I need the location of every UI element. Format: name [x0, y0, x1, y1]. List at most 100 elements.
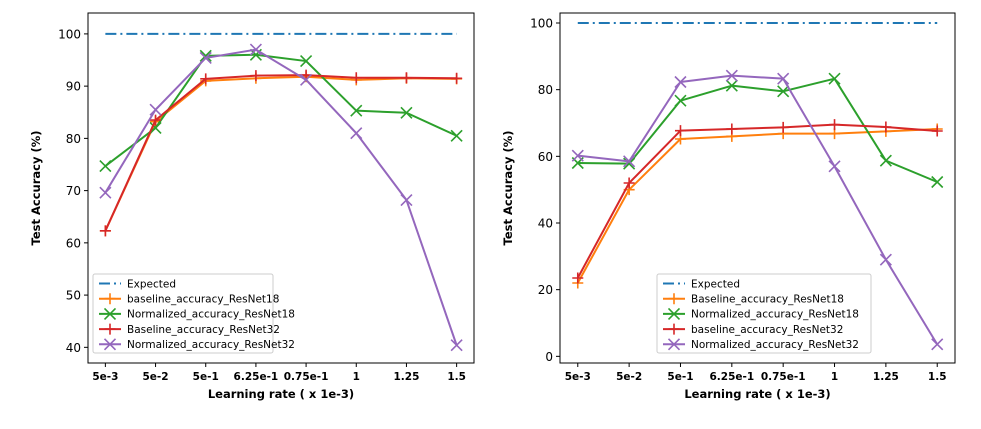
legend-label: Normalized_accuracy_ResNet18	[127, 309, 295, 321]
data-point	[350, 72, 362, 84]
series-line	[576, 123, 938, 279]
data-point	[674, 75, 687, 89]
legend-marker	[104, 323, 116, 335]
series-line	[577, 74, 939, 345]
data-point	[572, 272, 584, 284]
data-point	[674, 125, 686, 137]
y-tick-label: 80	[66, 132, 81, 146]
legend-marker	[103, 307, 117, 320]
series-line	[104, 53, 458, 167]
legend-label: baseline_accuracy_ResNet18	[127, 294, 279, 306]
data-point	[931, 125, 943, 137]
x-tick-label: 1.5	[928, 371, 947, 383]
y-axis-title: Test Accuracy (%)	[29, 131, 43, 246]
legend-label: Expected	[691, 278, 740, 290]
data-point	[777, 72, 790, 85]
series-line	[576, 128, 938, 284]
data-point	[777, 85, 790, 98]
data-point	[571, 149, 584, 162]
y-tick-label: 40	[538, 217, 553, 231]
data-point	[400, 193, 413, 207]
data-point	[99, 225, 111, 237]
data-point	[300, 73, 313, 86]
data-point	[726, 123, 738, 135]
plot-frame	[559, 12, 956, 364]
y-tick-label: 80	[538, 83, 553, 97]
legend-box	[92, 273, 274, 354]
legend-marker	[668, 293, 680, 305]
series-line	[104, 74, 457, 232]
y-tick-label: 60	[66, 236, 81, 250]
data-point	[99, 186, 112, 199]
x-tick-label: 1	[353, 371, 360, 383]
legend-label: Normalized_accuracy_ResNet32	[127, 339, 295, 351]
x-axis-title: Learning rate ( x 1e-3)	[208, 387, 354, 401]
plot-frame	[87, 12, 475, 364]
data-point	[879, 154, 892, 167]
legend-marker	[104, 293, 116, 305]
data-point	[199, 51, 212, 64]
legend: Expected baseline_accuracy_ResNet18 Normal…	[92, 273, 295, 354]
data-point	[725, 69, 738, 82]
data-point	[880, 121, 892, 133]
data-point	[400, 72, 412, 84]
x-tick-label: 1	[831, 371, 838, 383]
y-axis-title: Test Accuracy (%)	[501, 131, 515, 246]
legend-marker	[668, 323, 680, 335]
data-point	[879, 253, 892, 266]
y-tick-label: 70	[66, 184, 81, 198]
legend-label: Normalized_accuracy_ResNet32	[691, 339, 859, 351]
y-tick-label: 20	[538, 283, 553, 297]
legend-marker	[667, 338, 681, 351]
x-tick-label: 1.5	[447, 371, 466, 383]
legend-label: Baseline_accuracy_ResNet18	[691, 294, 844, 306]
data-point	[249, 43, 262, 56]
x-tick-label: 6.25e-1	[234, 371, 279, 383]
legend-label: baseline_accuracy_ResNet32	[691, 324, 843, 336]
data-point	[828, 160, 841, 173]
data-point	[350, 104, 363, 117]
legend-label: Expected	[127, 278, 176, 290]
data-point	[931, 175, 944, 189]
chart-1: 40 50 60 70 80 90 100 5e-3 5e-2 5e-1 6.25e-1 0.75e-…	[29, 12, 475, 401]
y-tick-label: 100	[58, 27, 81, 41]
series-normalized-accuracy-resnet18	[99, 48, 463, 173]
y-tick-label: 0	[545, 350, 553, 364]
y-tick-label: 40	[66, 341, 81, 355]
data-point	[149, 103, 162, 116]
x-tick-label: 5e-2	[616, 371, 642, 383]
data-point	[300, 54, 313, 68]
legend-box	[656, 273, 872, 354]
series-line	[577, 77, 938, 183]
data-point	[777, 121, 789, 133]
data-point	[623, 177, 635, 189]
data-point	[199, 49, 212, 62]
series-line	[104, 75, 457, 232]
data-point	[828, 72, 841, 85]
chart-2: 0 20 40 60 80 100 5e-3 5e-2 5e-1 6.25e-1 0.75e-1 1 1…	[501, 12, 956, 401]
data-point	[400, 106, 413, 119]
data-point	[200, 73, 212, 85]
data-point	[725, 79, 738, 92]
x-tick-label: 5e-1	[193, 371, 219, 383]
series-baseline-accuracy-resnet18	[572, 123, 943, 289]
data-point	[350, 127, 363, 140]
x-tick-label: 0.75e-1	[284, 371, 329, 383]
data-point	[250, 70, 262, 82]
legend: Expected Baseline_accuracy_ResNet18 Normal…	[656, 273, 872, 354]
data-point	[99, 159, 112, 173]
data-point	[149, 121, 162, 134]
data-point	[829, 119, 841, 131]
data-point	[931, 338, 944, 351]
data-point	[450, 339, 463, 352]
series-baseline-accuracy-resnet32	[99, 69, 463, 237]
data-point	[150, 114, 162, 126]
x-tick-label: 6.25e-1	[709, 371, 754, 383]
y-tick-label: 90	[66, 80, 81, 94]
x-tick-label: 5e-3	[92, 371, 118, 383]
x-tick-label: 5e-2	[143, 371, 169, 383]
legend-marker	[667, 307, 681, 320]
series-baseline-accuracy-resnet18	[99, 71, 463, 237]
legend-label: Normalized_accuracy_ResNet18	[691, 309, 859, 321]
y-tick-label: 60	[538, 150, 553, 164]
